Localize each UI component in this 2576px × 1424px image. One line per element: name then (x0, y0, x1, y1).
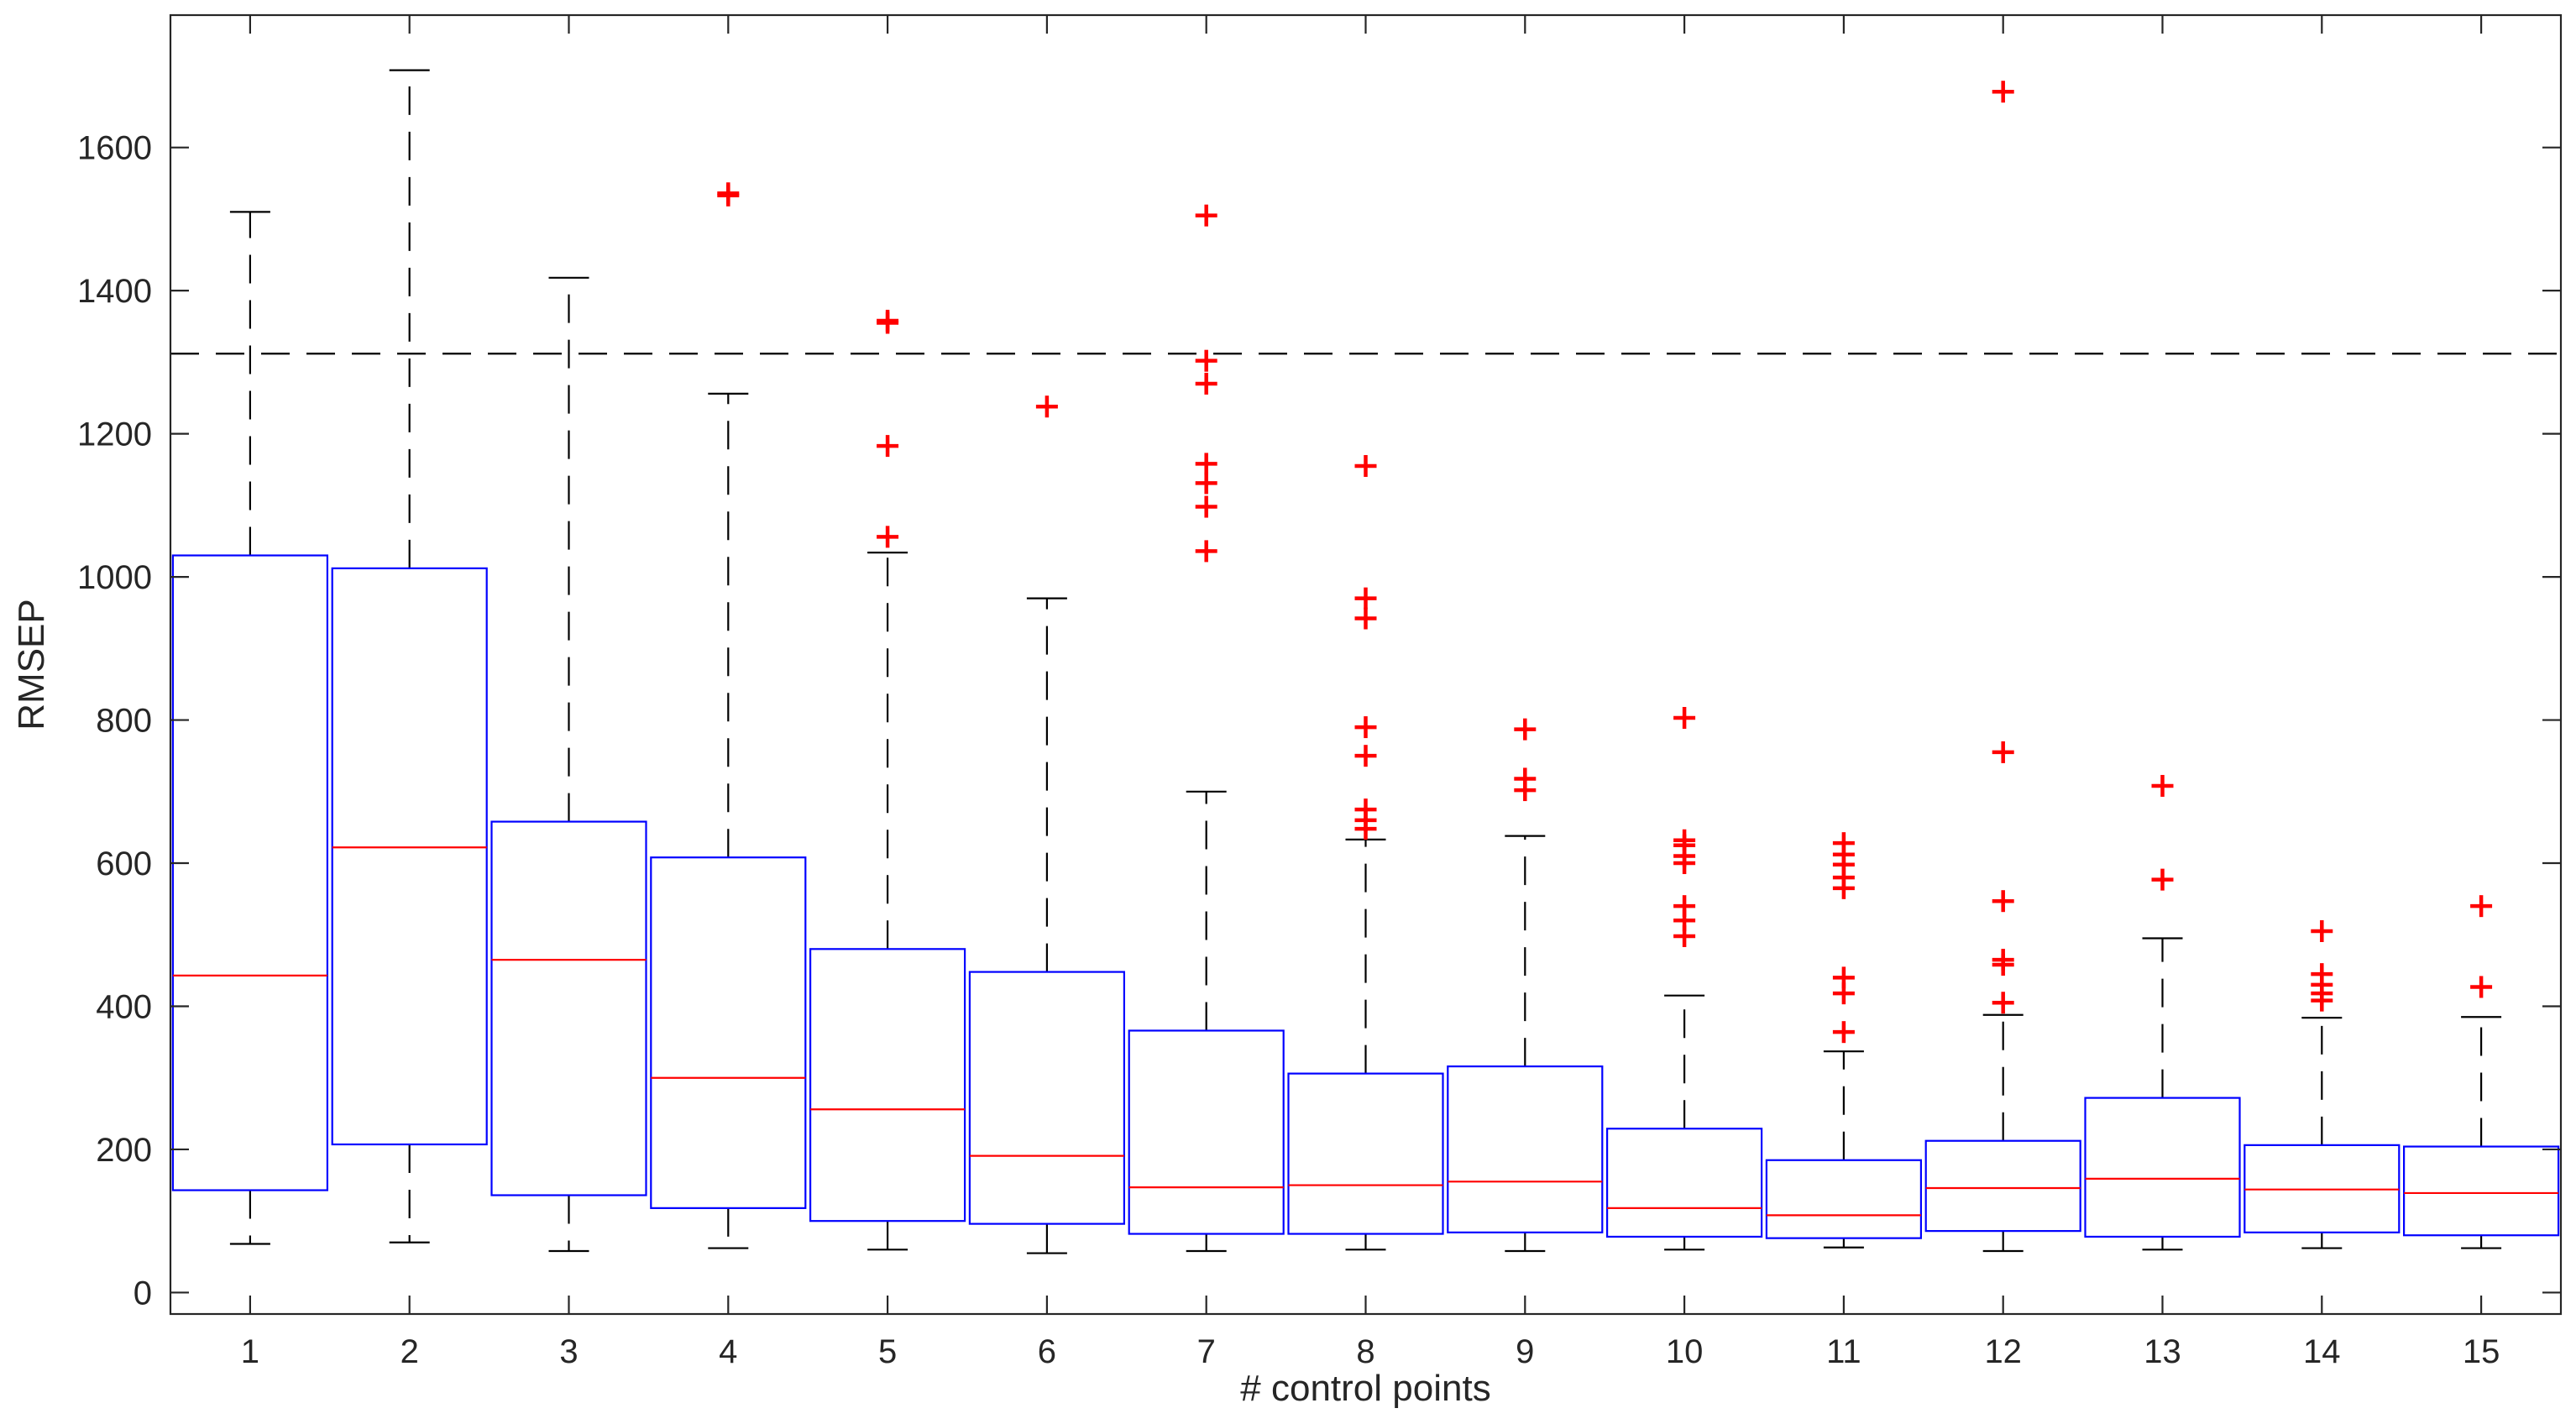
outlier-marker (1354, 745, 1377, 767)
outlier-marker (877, 526, 899, 548)
outlier-marker (1354, 454, 1377, 477)
iqr-box (1924, 1139, 2081, 1233)
outlier-marker (1992, 992, 2014, 1014)
box-group-14 (2244, 919, 2401, 1249)
box-group-15 (2403, 895, 2560, 1249)
outlier-marker (1673, 895, 1696, 918)
x-tick-label: 10 (1666, 1333, 1704, 1370)
outlier-marker (2151, 774, 2174, 797)
x-tick-label: 11 (1826, 1333, 1861, 1370)
outlier-marker (2470, 895, 2493, 918)
outlier-marker (1992, 741, 2014, 763)
iqr-box (650, 856, 807, 1209)
iqr-box (968, 971, 1126, 1225)
outlier-marker (1992, 949, 2014, 971)
outlier-marker (2311, 963, 2333, 986)
outlier-marker (1195, 349, 1217, 372)
outlier-marker (2311, 919, 2333, 942)
outlier-marker (1195, 453, 1217, 475)
outlier-marker (1673, 706, 1696, 729)
outlier-marker (1354, 587, 1377, 610)
outlier-marker (2470, 976, 2493, 998)
outlier-marker (1673, 829, 1696, 851)
box-group-7 (1128, 204, 1285, 1253)
outlier-marker (1354, 798, 1377, 821)
box-group-9 (1447, 718, 1604, 1253)
box-group-8 (1287, 454, 1444, 1251)
y-axis-title: RMSEP (11, 599, 52, 730)
box-group-2 (331, 69, 488, 1243)
box-group-13 (2084, 774, 2241, 1251)
x-tick-label: 14 (2303, 1333, 2341, 1370)
y-tick-label: 1400 (77, 273, 152, 310)
outlier-marker (717, 182, 740, 205)
y-tick-label: 200 (96, 1132, 152, 1169)
box-group-5 (809, 309, 966, 1251)
outlier-marker (1832, 966, 1855, 989)
x-tick-label: 12 (1984, 1333, 2022, 1370)
outlier-marker (877, 435, 899, 458)
x-tick-label: 7 (1197, 1333, 1216, 1370)
iqr-box (1765, 1159, 1922, 1239)
x-tick-label: 3 (559, 1333, 578, 1370)
x-axis-title: # control points (1240, 1368, 1490, 1409)
outlier-marker (1195, 204, 1217, 227)
outlier-marker (1992, 81, 2014, 103)
outlier-marker (1354, 716, 1377, 739)
y-tick-label: 800 (96, 703, 152, 740)
iqr-box (1287, 1072, 1444, 1235)
box-group-11 (1765, 832, 1922, 1249)
box-group-10 (1605, 706, 1763, 1251)
outlier-marker (1514, 718, 1537, 741)
x-tick-label: 1 (241, 1333, 259, 1370)
outlier-marker (877, 309, 899, 332)
plot-frame (169, 13, 2563, 1316)
outlier-marker (1992, 890, 2014, 913)
x-tick-label: 13 (2144, 1333, 2181, 1370)
iqr-box (1128, 1029, 1285, 1235)
y-tick-label: 1600 (77, 130, 152, 167)
iqr-box (2084, 1097, 2241, 1238)
outlier-marker (1195, 472, 1217, 495)
outlier-marker (1832, 1021, 1855, 1044)
iqr-box (331, 567, 488, 1146)
outlier-marker (2151, 868, 2174, 891)
x-tick-label: 9 (1516, 1333, 1534, 1370)
x-tick-label: 5 (878, 1333, 897, 1370)
box-group-1 (171, 211, 328, 1245)
outlier-marker (1035, 395, 1058, 418)
y-tick-label: 0 (134, 1275, 152, 1311)
y-tick-label: 1000 (77, 559, 152, 596)
y-tick-label: 400 (96, 988, 152, 1025)
box-group-12 (1924, 81, 2081, 1253)
x-tick-label: 2 (401, 1333, 419, 1370)
outlier-marker (1354, 607, 1377, 630)
iqr-box (171, 554, 328, 1191)
outlier-marker (1832, 832, 1855, 855)
x-tick-label: 4 (719, 1333, 737, 1370)
iqr-box (1605, 1128, 1763, 1238)
iqr-box (809, 948, 966, 1222)
outlier-marker (1195, 495, 1217, 518)
outlier-marker (1195, 540, 1217, 563)
y-tick-label: 1200 (77, 416, 152, 453)
x-tick-label: 6 (1038, 1333, 1056, 1370)
y-tick-label: 600 (96, 846, 152, 882)
outlier-marker (1514, 767, 1537, 790)
iqr-box (490, 820, 647, 1196)
outlier-marker (1195, 372, 1217, 395)
box-group-6 (968, 395, 1126, 1254)
box-group-4 (650, 182, 807, 1249)
iqr-box (2403, 1145, 2560, 1237)
boxes-layer (171, 69, 2560, 1254)
x-tick-label: 8 (1356, 1333, 1374, 1370)
x-tick-label: 15 (2463, 1333, 2500, 1370)
iqr-box (1447, 1065, 1604, 1233)
box-group-3 (490, 276, 647, 1253)
